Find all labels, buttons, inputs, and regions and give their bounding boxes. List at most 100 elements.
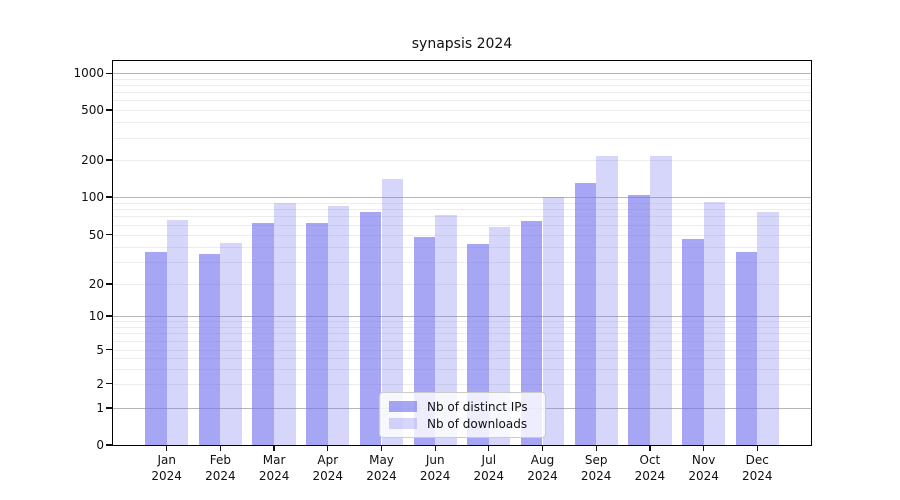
gridline-minor-9: [113, 321, 811, 323]
bar-ips-mar: [252, 222, 275, 445]
gridline-minor-7: [113, 333, 811, 335]
x-tick-label-8: Sep 2024: [564, 452, 628, 484]
bar-downloads-apr: [327, 206, 350, 445]
x-tick-label-line: Dec: [745, 453, 769, 467]
x-tick-3: [327, 445, 329, 451]
y-tick-label-5: 5: [96, 342, 104, 357]
x-tick-label-line: Sep: [584, 453, 608, 467]
x-tick-11: [756, 445, 758, 451]
legend-label-downloads: Nb of downloads: [427, 416, 528, 431]
bar-downloads-nov: [703, 201, 726, 445]
gridline-minor-300: [113, 137, 811, 139]
bar-downloads-feb: [220, 242, 243, 445]
x-tick-10: [702, 445, 705, 451]
y-tick-2: [106, 382, 112, 385]
plot-area: Nb of distinct IPs Nb of downloads: [113, 61, 811, 445]
x-tick-label-line: 2024: [258, 469, 290, 483]
x-tick-label-line: Mar: [262, 453, 286, 467]
y-tick-100: [106, 196, 112, 198]
y-tick-10: [106, 315, 112, 317]
bar-downloads-aug: [542, 197, 565, 445]
x-tick-label-3: Apr 2024: [296, 452, 360, 484]
gridline-major-10: [113, 316, 811, 317]
y-tick-500: [106, 109, 112, 111]
bar-ips-aug: [520, 221, 543, 445]
y-tick-0: [106, 444, 112, 446]
x-tick-label-line: Jun: [425, 453, 445, 467]
gridline-minor-200: [113, 160, 811, 161]
legend-row-ips: Nb of distinct IPs: [380, 400, 545, 414]
x-tick-label-0: Jan 2024: [135, 452, 199, 484]
x-tick-label-line: 2024: [151, 469, 182, 483]
x-tick-label-line: May: [369, 453, 394, 467]
x-tick-2: [273, 445, 275, 451]
y-tick-label-2: 2: [96, 376, 104, 391]
y-tick-label-1000: 1000: [73, 66, 104, 81]
x-tick-label-line: 2024: [634, 469, 666, 483]
x-tick-label-line: Nov: [691, 453, 716, 467]
bar-downloads-jan: [166, 219, 189, 445]
bar-ips-dec: [735, 252, 758, 445]
y-tick-50: [106, 233, 112, 236]
x-tick-label-line: Feb: [209, 453, 232, 467]
x-tick-9: [649, 445, 651, 451]
x-tick-0: [166, 445, 168, 451]
bar-downloads-may: [381, 179, 404, 445]
bar-downloads-jul: [488, 226, 511, 445]
y-tick-label-1: 1: [96, 401, 104, 415]
x-tick-label-line: 2024: [527, 469, 558, 483]
gridline-minor-2: [113, 383, 811, 385]
y-tick-label-100: 100: [81, 190, 104, 204]
bar-ips-feb: [198, 253, 221, 445]
gridline-minor-700: [113, 92, 811, 94]
gridline-minor-30: [113, 262, 811, 264]
y-tick-label-0: 0: [96, 438, 104, 452]
y-tick-1000: [106, 72, 112, 74]
gridline-minor-70: [113, 216, 811, 218]
gridline-minor-90: [113, 202, 811, 204]
x-tick-label-line: 2024: [688, 469, 719, 483]
x-tick-label-2: Mar 2024: [242, 452, 306, 484]
x-tick-label-4: May 2024: [350, 452, 414, 484]
y-tick-200: [106, 159, 112, 161]
bar-downloads-oct: [649, 156, 672, 445]
gridline-minor-600: [113, 100, 811, 102]
x-tick-label-line: 2024: [419, 469, 451, 483]
x-tick-label-line: Apr: [317, 453, 339, 467]
y-tick-20: [106, 283, 112, 285]
x-tick-label-line: 2024: [205, 469, 236, 483]
x-tick-8: [595, 445, 597, 451]
bar-ips-apr: [306, 222, 328, 445]
gridline-minor-80: [113, 209, 811, 211]
x-tick-4: [380, 445, 383, 451]
gridline-minor-4: [113, 357, 811, 359]
gridline-minor-60: [113, 224, 811, 226]
chart-title: synapsis 2024: [411, 36, 513, 52]
x-tick-label-11: Dec 2024: [725, 452, 789, 484]
bar-downloads-sep: [596, 156, 618, 445]
x-tick-label-9: Oct 2024: [618, 452, 682, 484]
x-tick-label-10: Nov 2024: [672, 452, 736, 484]
x-tick-1: [219, 445, 222, 451]
y-tick-1: [106, 407, 112, 409]
bar-downloads-dec: [757, 211, 779, 445]
bar-downloads-jun: [435, 214, 457, 445]
gridline-major-1000: [113, 73, 811, 75]
x-tick-label-5: Jun 2024: [403, 452, 467, 484]
x-tick-label-line: Jul: [481, 453, 497, 467]
bar-ips-jan: [145, 252, 167, 445]
bar-downloads-mar: [274, 202, 296, 445]
y-tick-label-500: 500: [81, 103, 104, 117]
y-tick-5: [106, 348, 112, 351]
x-tick-label-line: 2024: [742, 469, 773, 483]
y-tick-label-10: 10: [88, 309, 104, 323]
gridline-minor-800: [113, 85, 811, 87]
x-tick-label-6: Jul 2024: [457, 452, 521, 484]
gridline-minor-8: [113, 326, 811, 328]
gridline-minor-400: [113, 122, 811, 124]
x-tick-7: [541, 445, 544, 451]
legend-swatch-ips: [389, 401, 417, 412]
x-tick-label-line: 2024: [366, 469, 397, 483]
x-tick-label-line: 2024: [473, 469, 505, 483]
